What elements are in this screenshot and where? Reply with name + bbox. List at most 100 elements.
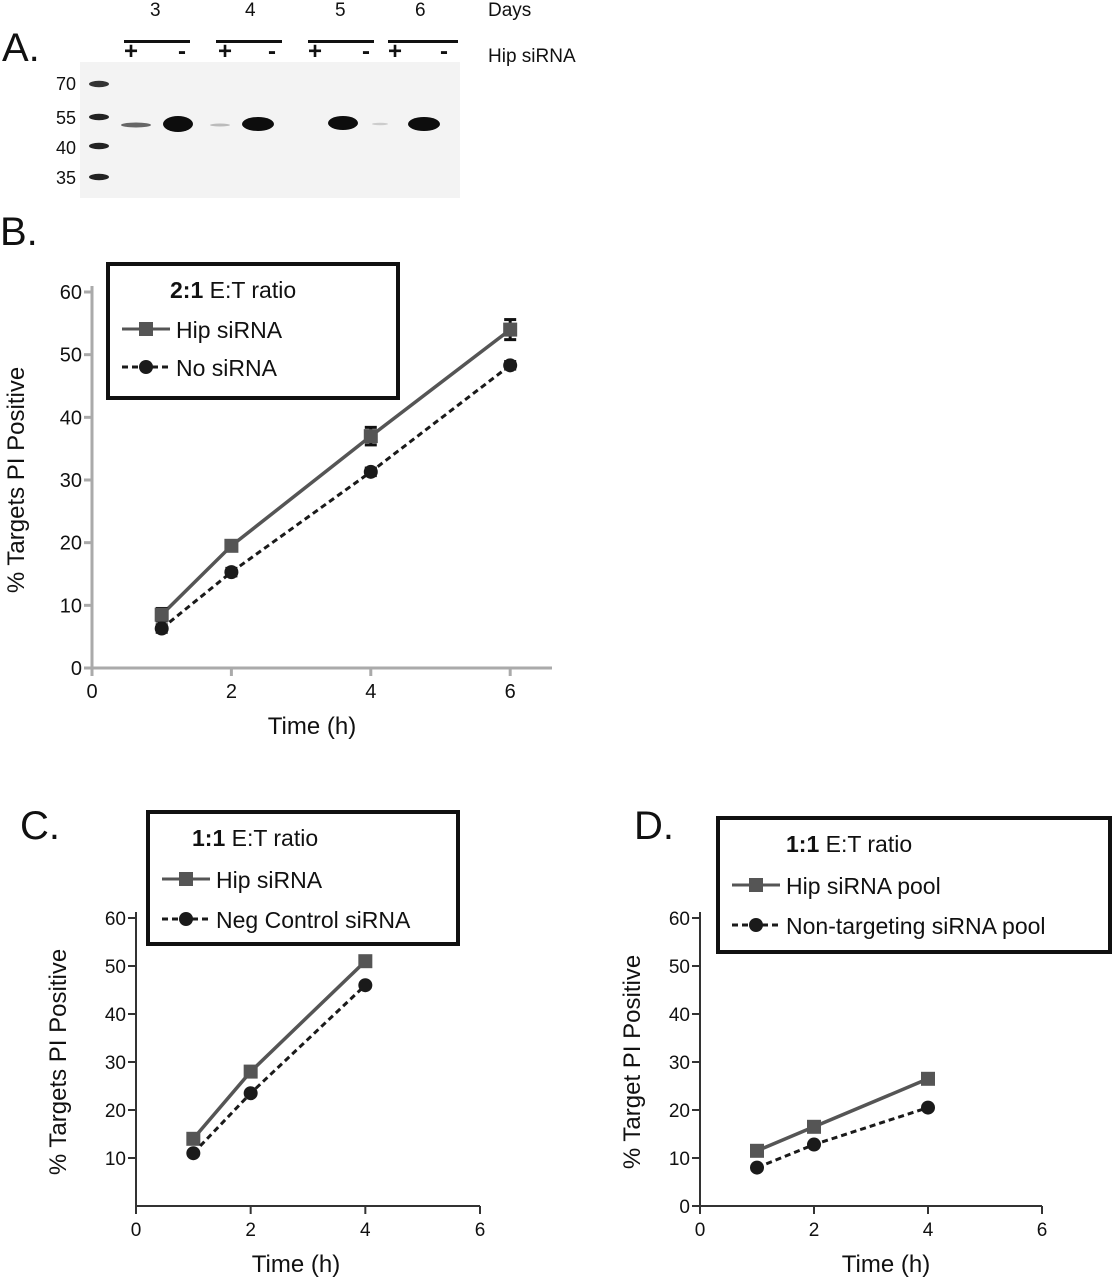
day-label-3: 3 — [150, 0, 161, 21]
x-tick-label: 6 — [505, 681, 516, 703]
y-tick-label: 0 — [679, 1197, 690, 1218]
legend-marker-circle — [139, 360, 153, 374]
x-tick-label: 4 — [365, 681, 376, 703]
day-bar-5 — [308, 40, 374, 43]
data-point-square — [243, 1064, 258, 1079]
y-tick-label: 30 — [105, 1053, 126, 1074]
y-tick-label: 50 — [105, 957, 126, 978]
x-tick-label: 6 — [475, 1220, 486, 1241]
legend-box — [106, 262, 400, 400]
data-point-square — [503, 322, 518, 337]
x-axis-label: Time (h) — [268, 713, 356, 740]
data-point-square — [224, 538, 239, 553]
series-line-0 — [191, 959, 367, 1140]
sirna-sign-7: + — [388, 38, 403, 65]
data-point-circle — [921, 1100, 935, 1115]
data-point-circle — [750, 1160, 764, 1175]
sirna-sign-6: - — [362, 38, 370, 65]
panel-a-label: A. — [2, 26, 40, 70]
data-point-circle — [363, 464, 378, 479]
data-point-square — [750, 1143, 764, 1158]
data-point-circle — [358, 978, 373, 993]
data-point-circle — [807, 1137, 821, 1152]
sirna-header: Hip siRNA — [488, 46, 576, 67]
legend-label-0: Hip siRNA — [216, 867, 323, 893]
y-axis-label: % Targets PI Positive — [3, 367, 30, 593]
series-line-1 — [192, 984, 367, 1155]
data-point-circle — [503, 358, 518, 373]
data-point-circle — [243, 1086, 258, 1101]
day-bar-3 — [124, 40, 190, 43]
series-line-1 — [160, 364, 512, 630]
x-tick-label: 2 — [809, 1220, 820, 1241]
data-point-square — [363, 429, 378, 444]
y-tick-label: 30 — [669, 1053, 690, 1074]
mw-marker-70: 70 — [55, 74, 76, 94]
legend-label-1: Non-targeting siRNA pool — [786, 913, 1046, 939]
x-tick-label: 2 — [226, 681, 237, 703]
day-bar-4 — [216, 40, 282, 43]
series-line-0 — [160, 328, 512, 616]
legend-marker-circle — [749, 918, 763, 932]
data-point-square — [921, 1071, 935, 1086]
data-point-square — [807, 1119, 821, 1134]
day-label-5: 5 — [335, 0, 346, 21]
mw-marker-35: 35 — [55, 168, 76, 188]
sirna-sign-4: - — [268, 38, 276, 65]
day-bar-6 — [388, 40, 458, 43]
y-tick-label: 0 — [71, 658, 82, 680]
y-tick-label: 40 — [105, 1005, 126, 1026]
legend-marker-square — [139, 322, 153, 336]
x-axis-label: Time (h) — [252, 1251, 340, 1278]
x-tick-label: 0 — [86, 681, 97, 703]
legend-marker-square — [179, 872, 193, 886]
legend-marker-circle — [179, 912, 193, 926]
sirna-sign-8: - — [440, 38, 448, 65]
y-tick-label: 30 — [60, 470, 82, 492]
sirna-sign-5: + — [308, 38, 323, 65]
legend-label-0: Hip siRNA pool — [786, 873, 941, 899]
y-axis-label: % Targets PI Positive — [45, 949, 72, 1175]
data-point-circle — [224, 565, 239, 580]
legend-box — [716, 816, 1112, 954]
chart-d: 0 10 20 30 40 50 60 0 2 4 6 Time (h) % Target PI Pos… — [619, 816, 1112, 1278]
legend-title: 2:1 E:T ratio — [170, 277, 296, 303]
legend-title: 1:1 E:T ratio — [786, 831, 912, 857]
chart-c: 10 20 30 40 50 60 0 2 4 6 Time (h) % Targets PI Pos… — [45, 810, 486, 1278]
day-label-4: 4 — [245, 0, 256, 21]
legend-label-0: Hip siRNA — [176, 317, 283, 343]
x-tick-label: 4 — [923, 1220, 934, 1241]
mw-marker-55: 55 — [55, 108, 76, 128]
y-tick-label: 60 — [105, 909, 126, 930]
y-tick-label: 50 — [60, 345, 82, 367]
y-axis-label: % Target PI Positive — [619, 955, 646, 1169]
data-point-circle — [186, 1146, 201, 1161]
x-tick-label: 2 — [245, 1220, 256, 1241]
x-tick-label: 6 — [1037, 1220, 1048, 1241]
sirna-sign-2: - — [178, 38, 186, 65]
x-tick-label: 0 — [695, 1220, 706, 1241]
data-point-square — [154, 607, 169, 622]
y-tick-label: 60 — [60, 282, 82, 304]
y-tick-label: 40 — [669, 1005, 690, 1026]
legend-marker-square — [749, 878, 763, 892]
data-point-square — [186, 1131, 201, 1146]
panel-b-label: B. — [0, 210, 38, 254]
y-tick-label: 20 — [60, 533, 82, 555]
y-tick-label: 20 — [669, 1101, 690, 1122]
legend-label-1: No siRNA — [176, 355, 278, 381]
panel-c-label: C. — [20, 804, 60, 848]
y-tick-label: 10 — [669, 1149, 690, 1170]
y-tick-label: 10 — [60, 595, 82, 617]
data-point-square — [358, 954, 373, 969]
sirna-sign-3: + — [218, 38, 233, 65]
sirna-sign-1: + — [124, 38, 139, 65]
y-tick-label: 10 — [105, 1149, 126, 1170]
y-tick-label: 60 — [669, 909, 690, 930]
legend-label-1: Neg Control siRNA — [216, 907, 411, 933]
chart-b: 0 10 20 30 40 50 60 0 2 4 6 Time (h) % Targets PI Po… — [3, 262, 552, 740]
y-tick-label: 20 — [105, 1101, 126, 1122]
day-label-6: 6 — [415, 0, 426, 21]
legend-title: 1:1 E:T ratio — [192, 825, 318, 851]
western-blot-image — [80, 62, 460, 198]
